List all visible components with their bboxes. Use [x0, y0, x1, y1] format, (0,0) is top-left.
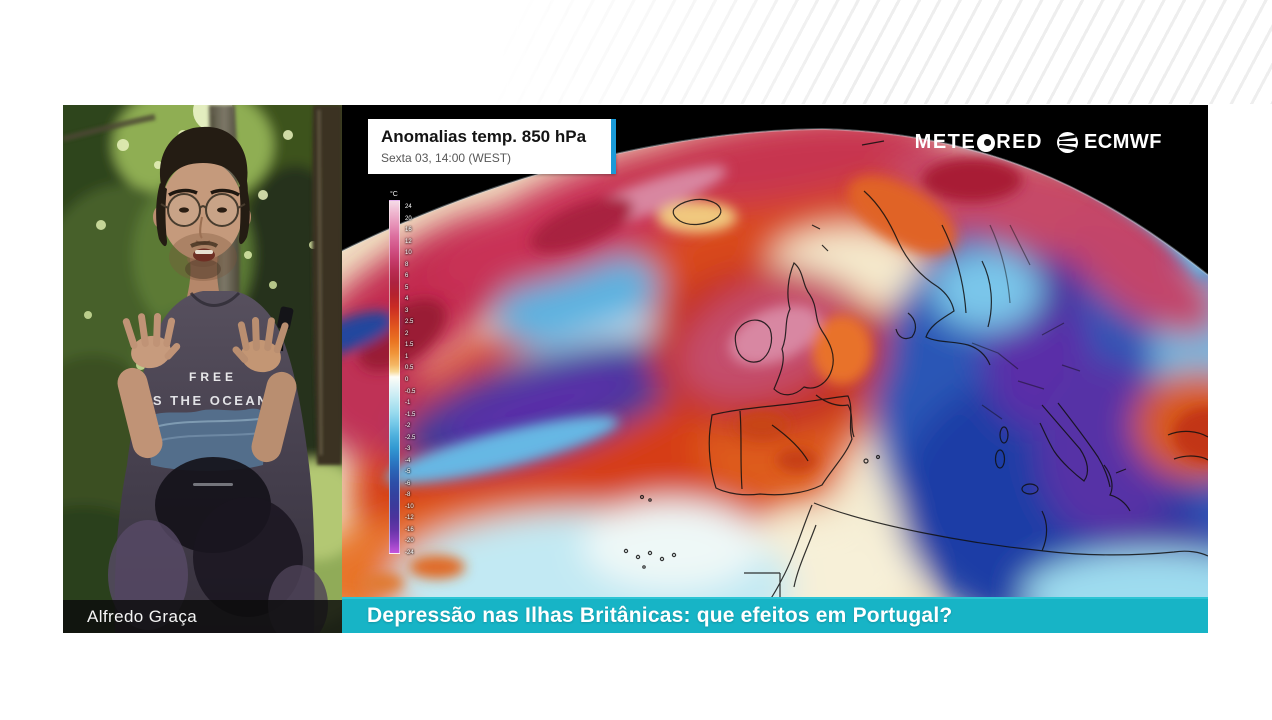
right-hand — [232, 316, 297, 463]
presenter-name: Alfredo Graça — [87, 606, 198, 626]
map-title-box: Anomalias temp. 850 hPa Sexta 03, 14:00 … — [368, 119, 616, 174]
meteored-logo: METE RED — [915, 131, 1043, 154]
presenter-illustration: FREE S THE OCEAN — [63, 105, 342, 633]
presenter-name-bar: Alfredo Graça — [63, 600, 342, 633]
shirt-text-line2: S THE OCEAN — [153, 393, 269, 408]
presenter-head — [153, 126, 251, 281]
brand-row: METE RED ECMWF — [915, 131, 1162, 154]
shirt-wave-graphic — [147, 408, 267, 471]
globe-limb — [342, 127, 1208, 276]
map-subtitle: Sexta 03, 14:00 (WEST) — [381, 150, 512, 165]
coastlines — [369, 140, 1208, 604]
hair — [159, 126, 248, 198]
scale-gradient-bar — [389, 200, 400, 554]
color-scale: °C 24 20 16 12 10 8 6 5 4 3 2.5 2 1.5 1 0.5 0 -0.5 -1 -1.5… — [389, 191, 439, 556]
presenter-panel: FREE S THE OCEAN — [63, 105, 342, 633]
scale-unit-label: °C — [390, 191, 398, 198]
meteored-text-right: RED — [996, 131, 1043, 153]
weather-map-panel: Anomalias temp. 850 hPa Sexta 03, 14:00 … — [342, 105, 1208, 633]
video-frame[interactable]: FREE S THE OCEAN — [63, 105, 1208, 633]
headline-text: Depressão nas Ilhas Britânicas: que efei… — [367, 604, 953, 627]
headline-banner: Depressão nas Ilhas Britânicas: que efei… — [342, 597, 1208, 633]
shirt-text-line1: FREE — [189, 370, 237, 384]
decorative-streaks — [330, 0, 1272, 104]
ecmwf-globe-icon — [1056, 132, 1078, 153]
meteored-o-icon — [977, 133, 996, 152]
ecmwf-logo-text: ECMWF — [1083, 131, 1162, 153]
presenter-figure: FREE S THE OCEAN — [108, 126, 328, 633]
meteored-text-left: METE — [914, 131, 977, 153]
map-title: Anomalias temp. 850 hPa — [381, 127, 587, 146]
weather-map-graphic — [342, 105, 1208, 633]
left-hand — [117, 313, 181, 459]
scale-labels: 24 20 16 12 10 8 6 5 4 3 2.5 2 1.5 1 0.5 0 -0.5 -1 -1.5 -2-… — [405, 204, 416, 556]
